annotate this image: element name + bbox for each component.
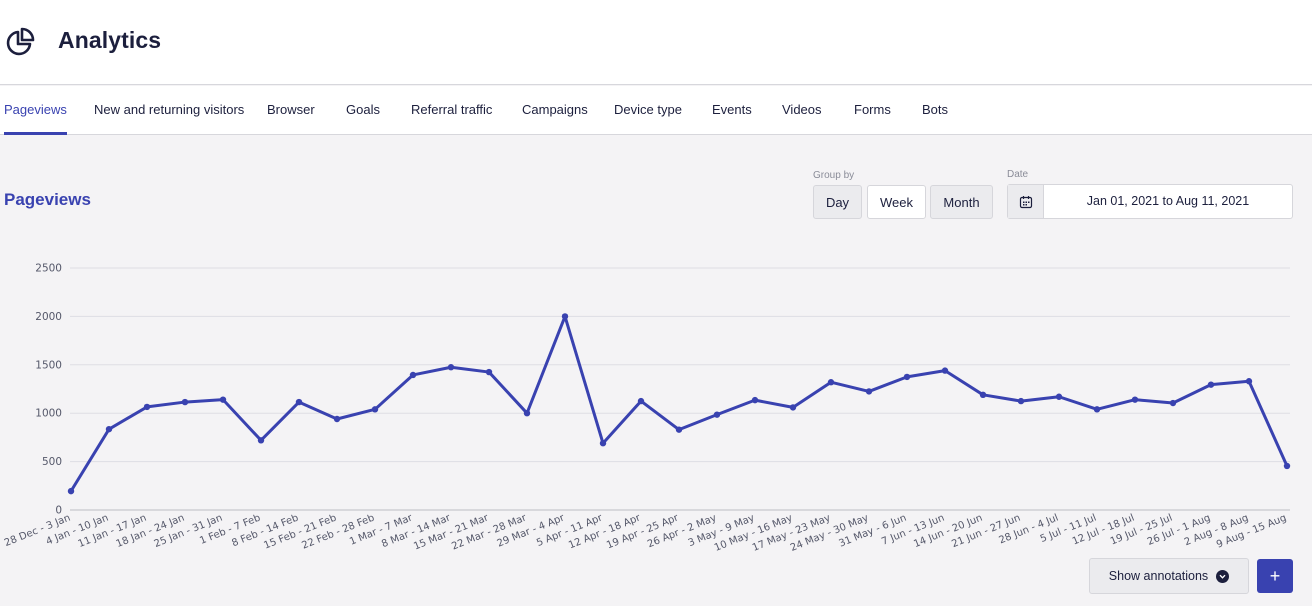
data-point [219, 396, 227, 403]
date-range-picker[interactable]: Jan 01, 2021 to Aug 11, 2021 [1007, 184, 1293, 219]
data-point [789, 404, 797, 411]
data-point [637, 397, 645, 405]
data-point [105, 425, 113, 433]
date-label: Date [1007, 169, 1029, 180]
tab-browser[interactable]: Browser [267, 102, 315, 117]
data-point [333, 415, 341, 423]
tab-bar: Pageviews New and returning visitors Bro… [0, 86, 1312, 135]
data-point [561, 313, 569, 320]
y-tick-label: 500 [42, 456, 62, 468]
data-point [713, 411, 721, 418]
series-line [69, 314, 1289, 493]
group-by-week-button[interactable]: Week [867, 185, 926, 219]
data-point [1055, 393, 1063, 400]
data-point [827, 379, 835, 386]
group-by-day-button[interactable]: Day [813, 185, 862, 219]
data-point [1245, 378, 1253, 385]
add-annotation-button[interactable]: + [1257, 559, 1293, 593]
tab-bots[interactable]: Bots [922, 102, 949, 117]
tab-videos[interactable]: Videos [782, 102, 822, 117]
app-header: Analytics [0, 0, 1312, 85]
data-point [1169, 399, 1177, 407]
group-by-label: Group by [813, 170, 855, 181]
tab-campaigns[interactable]: Campaigns [522, 102, 588, 117]
pie-chart-icon [6, 27, 35, 56]
y-tick-label: 2500 [35, 263, 62, 275]
data-point [751, 396, 759, 404]
chevron-down-icon [1216, 569, 1230, 583]
data-point [675, 426, 683, 433]
data-point [371, 406, 379, 413]
data-point [295, 398, 303, 406]
data-point [941, 367, 949, 374]
calendar-icon[interactable] [1008, 185, 1044, 218]
tab-referral-traffic[interactable]: Referral traffic [411, 102, 493, 117]
data-point [143, 403, 151, 411]
data-point [181, 398, 189, 406]
tab-new-and-returning-visitors[interactable]: New and returning visitors [94, 102, 245, 117]
tab-pageviews[interactable]: Pageviews [4, 86, 67, 135]
y-tick-label: 0 [55, 505, 62, 517]
group-by-month-button[interactable]: Month [930, 185, 993, 219]
data-point [1093, 406, 1101, 413]
tab-forms[interactable]: Forms [854, 102, 891, 117]
data-point [1283, 462, 1291, 470]
data-point [1131, 396, 1139, 403]
data-point [1207, 381, 1215, 388]
y-tick-label: 1000 [35, 408, 62, 420]
page-title: Analytics [58, 27, 162, 53]
data-point [485, 368, 493, 376]
y-tick-label: 1500 [35, 359, 62, 371]
data-point [67, 487, 75, 495]
data-point [599, 440, 607, 447]
data-point [409, 371, 417, 379]
date-range-value[interactable]: Jan 01, 2021 to Aug 11, 2021 [1086, 194, 1250, 208]
data-point [447, 364, 455, 371]
data-point [865, 388, 873, 395]
tab-device-type[interactable]: Device type [614, 102, 682, 117]
show-annotations-button[interactable]: Show annotations [1089, 558, 1249, 594]
section-title: Pageviews [4, 190, 91, 209]
data-point [257, 437, 265, 444]
data-point [523, 410, 531, 417]
data-point [979, 391, 987, 399]
tab-events[interactable]: Events [712, 102, 752, 117]
tab-goals[interactable]: Goals [346, 102, 380, 117]
y-tick-label: 2000 [35, 311, 62, 323]
show-annotations-label: Show annotations [1108, 569, 1209, 583]
data-point [903, 373, 911, 381]
data-point [1017, 397, 1025, 405]
